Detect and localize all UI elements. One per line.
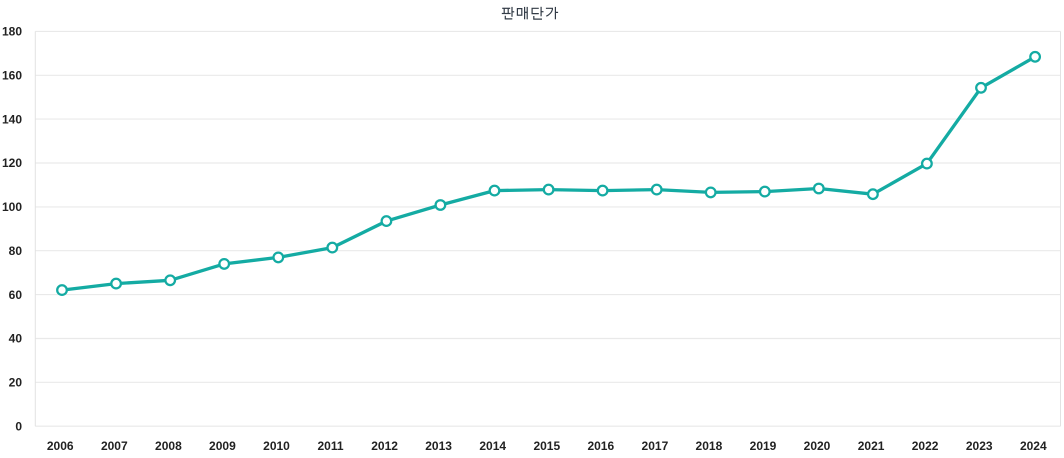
svg-text:2014: 2014 bbox=[479, 439, 506, 453]
svg-text:2012: 2012 bbox=[371, 439, 398, 453]
svg-text:2009: 2009 bbox=[209, 439, 236, 453]
svg-text:2010: 2010 bbox=[263, 439, 290, 453]
svg-text:160: 160 bbox=[2, 69, 22, 83]
svg-text:2015: 2015 bbox=[533, 439, 560, 453]
svg-text:20: 20 bbox=[9, 376, 23, 390]
svg-text:2024: 2024 bbox=[1020, 439, 1047, 453]
svg-text:2007: 2007 bbox=[101, 439, 128, 453]
svg-text:2008: 2008 bbox=[155, 439, 182, 453]
svg-text:2019: 2019 bbox=[750, 439, 777, 453]
svg-text:140: 140 bbox=[2, 112, 22, 126]
svg-text:2016: 2016 bbox=[587, 439, 614, 453]
svg-text:2020: 2020 bbox=[804, 439, 831, 453]
svg-text:2021: 2021 bbox=[858, 439, 885, 453]
svg-text:0: 0 bbox=[15, 419, 22, 433]
svg-text:80: 80 bbox=[9, 244, 23, 258]
svg-text:60: 60 bbox=[9, 288, 23, 302]
svg-text:120: 120 bbox=[2, 156, 22, 170]
svg-text:100: 100 bbox=[2, 200, 22, 214]
svg-text:2011: 2011 bbox=[317, 439, 343, 453]
svg-text:2006: 2006 bbox=[47, 439, 74, 453]
svg-text:2017: 2017 bbox=[642, 439, 669, 453]
svg-text:40: 40 bbox=[9, 332, 23, 346]
svg-text:2022: 2022 bbox=[912, 439, 939, 453]
svg-text:180: 180 bbox=[2, 25, 22, 39]
svg-text:2018: 2018 bbox=[696, 439, 723, 453]
svg-text:2023: 2023 bbox=[966, 439, 993, 453]
svg-text:2013: 2013 bbox=[425, 439, 452, 453]
